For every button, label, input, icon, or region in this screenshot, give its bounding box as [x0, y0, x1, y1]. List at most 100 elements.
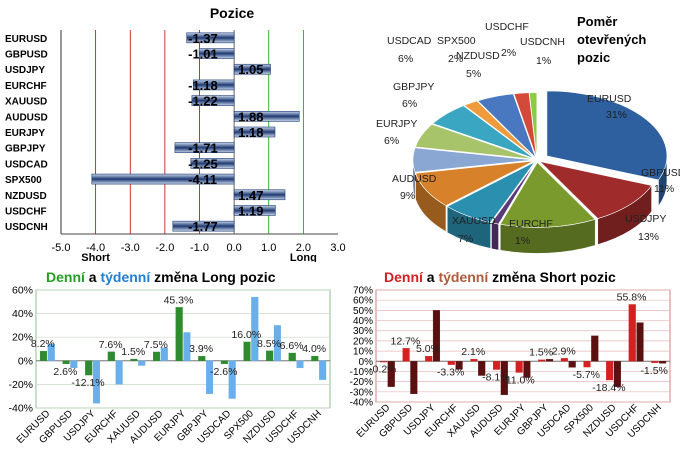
value-label-usdchf: 55.8%	[617, 291, 647, 303]
bar-t-denn--spx500	[251, 296, 259, 361]
x-tick-label: -3.0	[121, 242, 140, 254]
y-tick-label: 0%	[18, 355, 33, 367]
bar-t-denn--eurjpy	[183, 332, 191, 361]
bar-usdcad	[190, 158, 235, 169]
open-positions-pie-chart: Poměr otevřených pozic EURUSD 31% GBPUSD 11% US…	[376, 14, 680, 254]
value-label-usdjpy: -12.1%	[71, 377, 104, 389]
pie-percent-usdcnh: 1%	[536, 55, 551, 67]
value-label-eurchf: -3.3%	[437, 367, 464, 379]
y-tick-label: 40%	[12, 308, 33, 320]
bar-t-denn--eurchf	[455, 361, 463, 370]
bar-denn--eurusd	[379, 361, 388, 363]
pie-label-usdcnh: USDCNH	[520, 36, 565, 48]
chart-title-part-4: změna Short pozic	[488, 269, 616, 285]
value-label-nzdusd: 8.5%	[257, 338, 281, 350]
bar-t-denn--usdchf	[636, 322, 644, 362]
chart-title-part-3: týdenní	[438, 269, 489, 285]
value-label-nzdusd: 1.47	[238, 188, 263, 203]
pie-label-eurjpy: EURJPY	[376, 118, 417, 130]
bar-denn--usdchf	[628, 304, 636, 362]
pie-percent-eurjpy: 6%	[384, 135, 399, 147]
y-tick-label: -10%	[350, 367, 373, 378]
category-label-gbpjpy: GBPJPY	[5, 144, 46, 155]
bar-t-denn--gbpusd	[410, 361, 418, 395]
pie-label-eurusd: EURUSD	[587, 93, 632, 105]
pie-slice-eurchf	[490, 162, 536, 225]
chart-title: Pozice	[210, 5, 255, 21]
pie-title-line-1: Poměr	[577, 14, 617, 29]
bar-nzdusd	[233, 189, 286, 201]
pie-slice-spx500	[463, 100, 536, 159]
bar-t-denn--gbpusd	[70, 360, 78, 369]
pie-percent-usdjpy: 13%	[638, 231, 659, 243]
category-label-eurjpy: EURJPY	[5, 128, 45, 139]
bar-denn--gbpusd	[62, 360, 70, 365]
bar-t-denn--eurjpy	[523, 361, 531, 378]
value-label-usdjpy: 1.05	[238, 62, 263, 77]
bar-usdcnh	[172, 220, 235, 232]
pie-slice-nzdusd	[477, 93, 536, 158]
pie-slice-audusd	[415, 160, 534, 206]
bar-t-denn--eurchf	[115, 360, 123, 385]
y-tick-label: 30%	[353, 326, 373, 337]
bar-denn--usdcad	[220, 360, 228, 365]
pie-slice-usdchf	[513, 92, 537, 158]
pie-label-usdcad: USDCAD	[387, 35, 432, 47]
y-tick-label: 60%	[12, 285, 33, 297]
bar-denn--xauusd	[130, 358, 138, 361]
value-label-nzdusd: -18.4%	[592, 382, 625, 394]
long-label: Long	[290, 252, 317, 262]
bar-denn--gbpusd	[402, 348, 410, 362]
bar-gbpjpy	[174, 142, 235, 153]
bar-t-denn--usdcad	[568, 361, 576, 368]
y-tick-label: 10%	[353, 347, 373, 358]
bar-denn--usdjpy	[85, 360, 93, 376]
chart-title-part-3: týdenní	[100, 269, 151, 285]
pie-percent-usdchf: 2%	[501, 47, 516, 59]
value-label-xauusd: 1.5%	[121, 346, 145, 358]
bar-t-denn--usdchf	[296, 360, 304, 369]
bar-eurjpy	[233, 126, 276, 138]
value-label-eurjpy: -11.0%	[502, 374, 535, 386]
value-label-usdchf: 6.6%	[280, 340, 304, 352]
x-tick-label: 1.0	[261, 242, 276, 254]
positions-chart-panel: Pozice -5.0 -4.0 -3.0 -2.0 -1.0 0.0 1.0 2.0 3.0 Sh…	[0, 0, 350, 264]
pie-label-usdjpy: USDJPY	[625, 213, 666, 225]
value-label-usdcad: -2.6%	[210, 366, 237, 378]
pie-label-eurchf: EURCHF	[509, 218, 553, 230]
pie-percent-usdcad: 6%	[398, 53, 413, 65]
x-tick-label: -2.0	[155, 242, 174, 254]
bar-t-denn--spx500	[591, 335, 599, 362]
bar-denn--audusd	[152, 351, 161, 361]
pie-percent-gbpusd: 11%	[654, 183, 674, 195]
value-label-eurusd: 8.2%	[31, 338, 55, 350]
y-tick-label: -20%	[350, 377, 373, 388]
value-label-eurjpy: 45.3%	[164, 294, 194, 306]
category-label-spx500: SPX500	[5, 175, 42, 186]
bar-t-denn--audusd	[500, 361, 508, 396]
y-tick-label: -30%	[350, 387, 373, 398]
bar-usdchf	[233, 205, 276, 216]
value-label-gbpusd: 2.6%	[53, 366, 77, 378]
bar-denn--gbpjpy	[538, 359, 546, 362]
chart-title-part-2: a	[85, 269, 101, 285]
pie-title-line-3: pozic	[577, 50, 610, 65]
pie-slice-usdcad	[432, 105, 535, 159]
pie-label-gbpjpy: GBPJPY	[393, 81, 434, 93]
bar-gbpusd	[198, 48, 235, 59]
value-label-gbpjpy: -1.71	[188, 141, 218, 156]
bar-t-denn--usdcnh	[319, 360, 327, 380]
chart-title-part-4: změna Long pozic	[150, 269, 275, 285]
value-label-usdcnh: 4.0%	[302, 343, 326, 355]
pie-percent-spx500: 2%	[448, 53, 463, 65]
y-tick-label: -40%	[350, 398, 373, 409]
value-label-spx500: 16.0%	[231, 329, 261, 341]
value-label-usdcnh: -1.5%	[640, 365, 667, 377]
bar-usdjpy	[233, 63, 271, 75]
bar-t-denn--gbpjpy	[206, 360, 214, 394]
bar-denn--eurjpy	[515, 361, 523, 373]
pie-slice-usdcnh	[529, 92, 538, 158]
value-label-gbpusd: -1.01	[188, 47, 218, 62]
pie-label-xauusd: XAUUSD	[452, 215, 496, 227]
bar-denn--audusd	[492, 361, 501, 370]
